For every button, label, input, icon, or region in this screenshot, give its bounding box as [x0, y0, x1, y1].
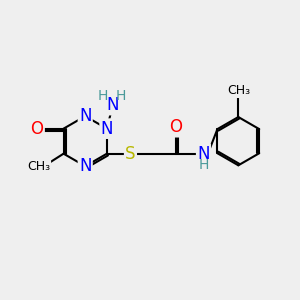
Text: N: N — [106, 96, 118, 114]
Text: S: S — [125, 145, 136, 163]
Text: O: O — [31, 120, 44, 138]
Text: H: H — [115, 89, 126, 103]
Text: N: N — [100, 120, 113, 138]
Text: N: N — [79, 157, 92, 175]
Text: CH₃: CH₃ — [227, 84, 250, 97]
Text: N: N — [79, 107, 92, 125]
Text: H: H — [98, 89, 108, 103]
Text: CH₃: CH₃ — [27, 160, 50, 173]
Text: H: H — [198, 158, 209, 172]
Text: O: O — [169, 118, 183, 136]
Text: N: N — [197, 145, 210, 163]
